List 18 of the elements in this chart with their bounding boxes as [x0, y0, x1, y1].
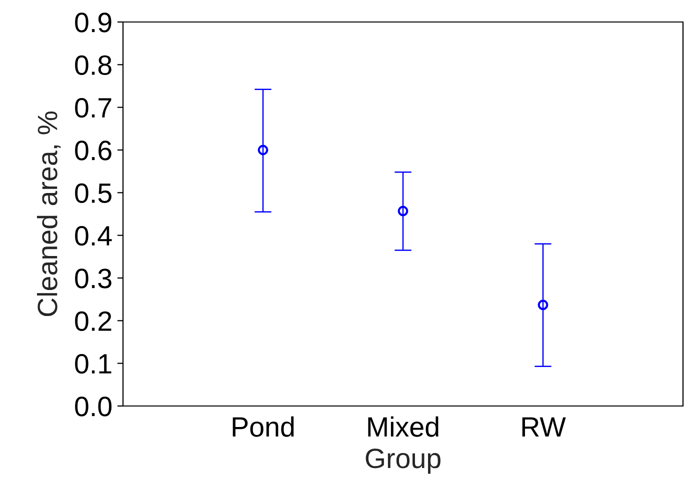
y-tick-label: 0.7: [75, 98, 112, 118]
y-tick-label: 0.3: [75, 268, 112, 288]
y-tick-label: 0.1: [75, 354, 112, 374]
y-tick-label: 0.0: [75, 396, 112, 416]
x-tick-label: Mixed: [368, 416, 438, 437]
y-tick-label: 0.6: [75, 140, 112, 160]
y-tick-label: 0.8: [75, 55, 112, 76]
point: [258, 144, 268, 156]
y-tick-label: 0.2: [75, 311, 112, 332]
y-tick-label: 0.9: [75, 12, 112, 32]
x-axis-title: Group: [366, 448, 440, 474]
x-tick-label: Pond: [232, 416, 294, 437]
y-tick-label: 0.5: [75, 183, 112, 204]
point: [538, 300, 548, 310]
y-tick-label: 0.4: [75, 226, 112, 246]
y-axis-title: Cleaned area, %: [36, 112, 61, 316]
x-tick-label: RW: [522, 417, 566, 437]
point: [398, 206, 408, 216]
